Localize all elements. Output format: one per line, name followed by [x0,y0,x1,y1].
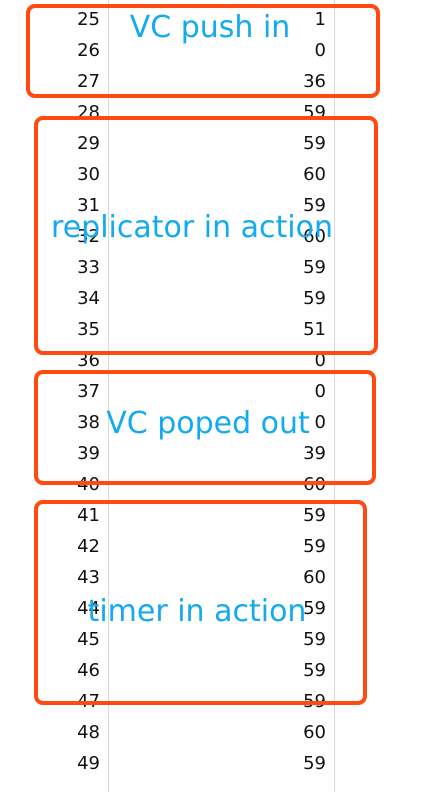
value-cell: 36 [303,71,326,92]
value-cell: 60 [303,226,326,247]
table-row: 38 0 [0,407,428,438]
value-cell: 59 [303,629,326,650]
value-cell: 59 [303,505,326,526]
table-row: 39 39 [0,438,428,469]
index-cell: 32 [77,226,100,247]
table-row: 48 60 [0,717,428,748]
table-row: 44 59 [0,593,428,624]
table-row: 30 60 [0,159,428,190]
table-row: 37 0 [0,376,428,407]
table-row: 33 59 [0,252,428,283]
value-cell: 0 [314,381,326,402]
index-cell: 41 [77,505,100,526]
index-cell: 36 [77,350,100,371]
value-cell: 59 [303,257,326,278]
annotation-box-vc-push-in [26,4,380,98]
value-cell: 59 [303,753,326,774]
value-cell: 59 [303,598,326,619]
table-row: 43 60 [0,562,428,593]
value-cell: 0 [314,40,326,61]
index-cell: 43 [77,567,100,588]
value-cell: 59 [303,536,326,557]
index-cell: 35 [77,319,100,340]
index-cell: 26 [77,40,100,61]
index-cell: 25 [77,9,100,30]
value-cell: 39 [303,443,326,464]
table-row: 25 1 [0,4,428,35]
index-cell: 39 [77,443,100,464]
table-row: 32 60 [0,221,428,252]
table-row: 27 36 [0,66,428,97]
value-cell: 51 [303,319,326,340]
annotation-box-replicator [34,116,378,355]
index-cell: 49 [77,753,100,774]
value-cell: 59 [303,133,326,154]
value-cell: 59 [303,195,326,216]
value-cell: 60 [303,567,326,588]
value-cell: 59 [303,660,326,681]
table-row: 45 59 [0,624,428,655]
table-row: 41 59 [0,500,428,531]
index-cell: 48 [77,722,100,743]
value-cell: 59 [303,288,326,309]
index-cell: 30 [77,164,100,185]
index-cell: 44 [77,598,100,619]
value-cell: 0 [314,350,326,371]
table-row: 36 0 [0,345,428,376]
table-row: 31 59 [0,190,428,221]
table-row: 42 59 [0,531,428,562]
table-row: 49 59 [0,748,428,779]
index-cell: 37 [77,381,100,402]
annotation-box-timer [34,500,367,705]
table-row: 34 59 [0,283,428,314]
table-row: 46 59 [0,655,428,686]
table-row: 35 51 [0,314,428,345]
value-cell: 0 [314,412,326,433]
table-row: 26 0 [0,35,428,66]
index-cell: 29 [77,133,100,154]
index-cell: 33 [77,257,100,278]
annotation-label-timer: timer in action [87,594,307,629]
index-cell: 38 [77,412,100,433]
value-cell: 60 [303,164,326,185]
index-cell: 27 [77,71,100,92]
index-cell: 42 [77,536,100,557]
column-divider-left [108,0,109,792]
index-cell: 45 [77,629,100,650]
value-cell: 1 [314,9,326,30]
annotation-label-replicator: replicator in action [51,210,333,245]
index-cell: 31 [77,195,100,216]
annotation-box-vc-poped-out [34,370,376,485]
column-divider-right [334,0,335,792]
index-cell: 46 [77,660,100,681]
annotation-label-vc-push-in: VC push in [129,10,291,45]
value-cell: 60 [303,722,326,743]
table-row: 29 59 [0,128,428,159]
index-cell: 34 [77,288,100,309]
annotation-label-vc-poped-out: VC poped out [106,406,310,441]
